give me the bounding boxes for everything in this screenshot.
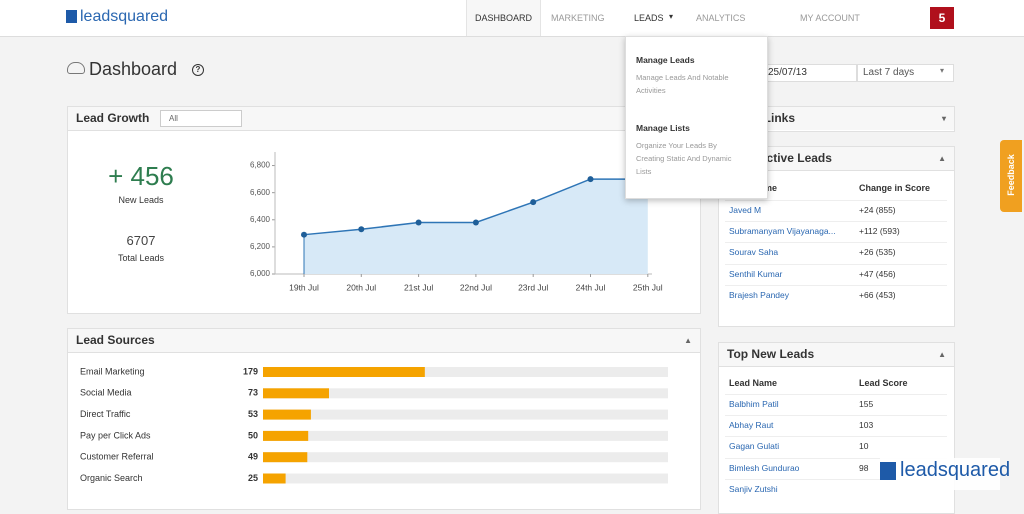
watermark-text: leadsquared [900, 459, 1011, 481]
row-divider [725, 242, 947, 244]
lead-link[interactable]: Abhay Raut [729, 420, 774, 431]
total-leads-label: Total Leads [117, 253, 165, 263]
row-divider [725, 415, 947, 417]
lead-link[interactable]: Balbhim Patil [729, 399, 779, 409]
new-leads-label: New Leads [118, 195, 164, 205]
row-divider [725, 394, 947, 395]
range-select[interactable]: Last 7 days [857, 64, 954, 82]
top-new-panel: Top New Leads ▲ Lead Name Lead Score Balbhi… [718, 342, 955, 514]
cell: +47 (456) [859, 268, 896, 279]
row-divider [725, 478, 947, 480]
lead-link[interactable]: Sanjiv Zutshi [729, 483, 778, 494]
row-divider [725, 221, 947, 223]
watermark-icon [880, 462, 896, 480]
date-field[interactable]: 25/07/13 [765, 64, 857, 82]
lead-link[interactable]: Brajesh Pandey [729, 289, 790, 300]
collapse-icon[interactable]: ▲ [938, 350, 946, 359]
logo[interactable]: leadsquared [80, 8, 169, 25]
lead-link[interactable]: Bimlesh Gundurao [729, 462, 800, 473]
collapse-icon[interactable]: ▲ [938, 154, 946, 163]
nav-item[interactable]: DASHBOARD [466, 0, 542, 36]
lead-link[interactable]: Subramanyam Vijayanaga... [729, 226, 836, 237]
lead-link[interactable]: Gagan Gulati [729, 441, 780, 452]
new-leads-value: + 456 [108, 161, 174, 191]
nav-item[interactable]: MARKETING [551, 13, 605, 23]
cell: 155 [859, 399, 874, 409]
row-divider [725, 457, 947, 459]
cell: +112 (593) [859, 226, 900, 237]
cell: +66 (453) [859, 289, 896, 300]
cell: 103 [859, 420, 874, 431]
panel-header: Top New Leads ▲ [719, 343, 954, 367]
menu-item-title[interactable]: Manage Leads [636, 55, 695, 65]
watermark: leadsquared [880, 458, 1010, 490]
nav-item[interactable]: ANALYTICS [696, 13, 746, 23]
page-title: Dashboard [89, 59, 178, 79]
panel-header: Lead Sources ▲ [68, 329, 700, 353]
panel-title: Lead Sources [76, 333, 155, 347]
row-divider [725, 200, 947, 201]
menu-item-description: Manage Leads And Notable Activities [636, 73, 729, 95]
menu-item-title[interactable]: Manage Lists [636, 123, 690, 133]
panel-title: Top New Leads [727, 347, 815, 361]
nav-item[interactable]: LEADS [634, 13, 664, 23]
feedback-tab[interactable]: Feedback [1000, 140, 1022, 212]
cell: 10 [859, 441, 869, 452]
collapse-icon[interactable]: ▲ [684, 336, 692, 345]
dashboard-icon [67, 62, 85, 74]
row-divider [725, 284, 947, 286]
help-icon[interactable]: ? [192, 64, 204, 76]
lead-link[interactable]: Senthil Kumar [729, 268, 783, 279]
cell: +24 (855) [859, 205, 896, 215]
notification-badge[interactable]: 5 [930, 7, 954, 29]
expand-icon[interactable]: ▾ [941, 114, 946, 123]
menu-item-description: Organize Your Leads By Creating Static A… [636, 141, 732, 176]
row-divider [725, 263, 947, 265]
logo-icon [66, 10, 77, 23]
lead-link[interactable]: Sourav Saha [729, 247, 779, 258]
nav-item[interactable]: MY ACCOUNT [800, 13, 860, 23]
column-header: Lead Name [729, 378, 778, 388]
column-header: Change in Score [859, 183, 931, 193]
panel-title: Lead Growth [76, 111, 150, 125]
cell: 98 [859, 462, 869, 473]
cell: +26 (535) [859, 247, 896, 258]
column-header: Lead Score [859, 378, 908, 388]
lead-link[interactable]: Javed M [729, 205, 762, 215]
filter-select[interactable]: All [160, 110, 242, 127]
lead-sources-panel: Lead Sources ▲ [67, 328, 701, 510]
leads-menu: Manage Leads Manage Leads And Notable Act… [625, 36, 768, 199]
header: leadsquared DASHBOARD MARKETING LEADS ▾ … [0, 0, 1024, 37]
nav-caret: ▾ [669, 12, 674, 21]
select-caret: ▾ [940, 66, 945, 75]
total-leads-value: 6707 [126, 233, 156, 248]
feedback-label: Feedback [1006, 154, 1016, 196]
row-divider [725, 436, 947, 438]
lead-growth-panel: Lead Growth All + 456 New Leads 6707 Tot… [67, 106, 701, 314]
